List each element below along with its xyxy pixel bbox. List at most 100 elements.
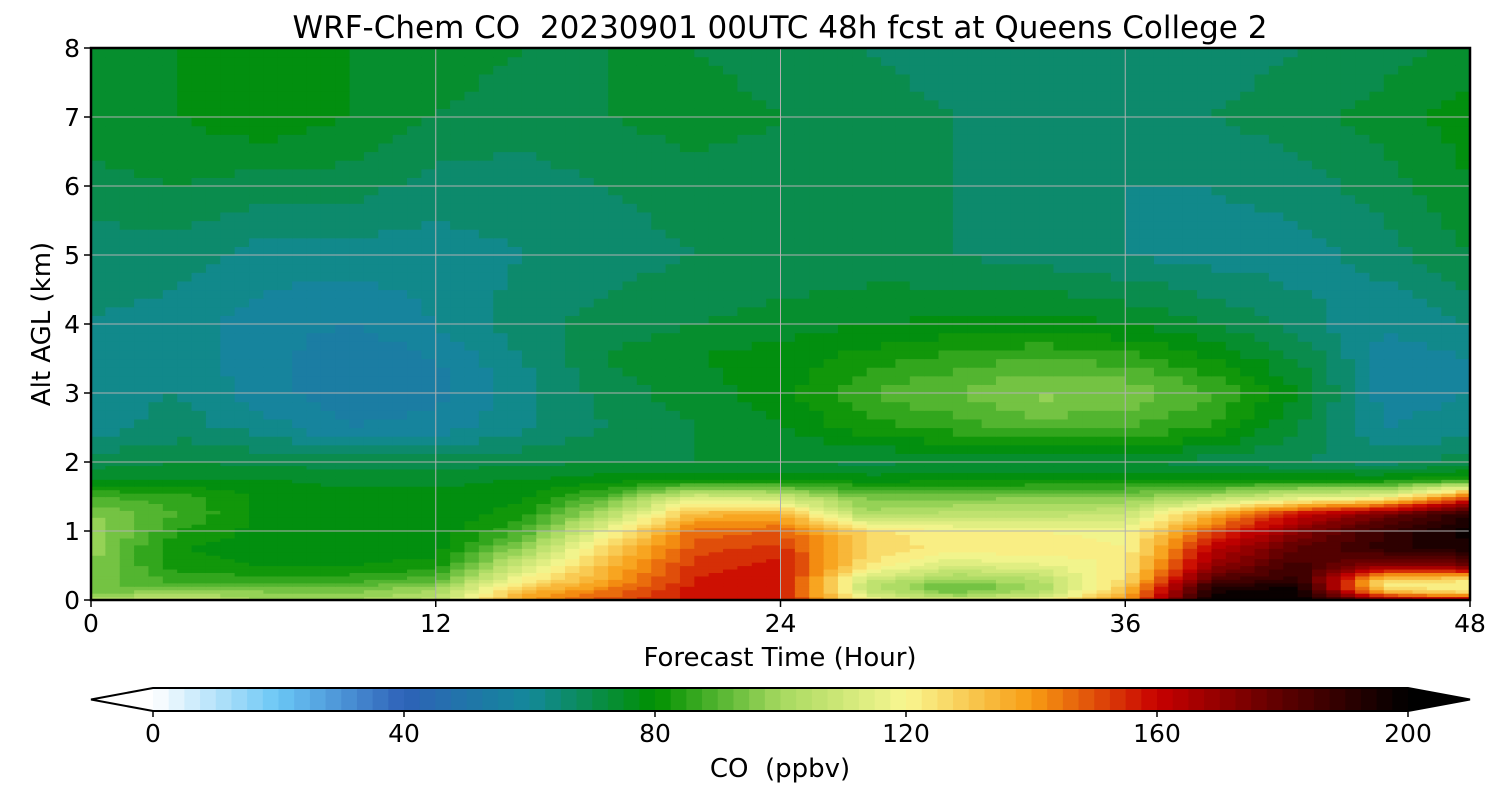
heatmap-cell (1412, 444, 1428, 454)
heatmap-cell (148, 468, 164, 473)
heatmap-cell (507, 593, 523, 598)
heatmap-cell (478, 472, 494, 477)
heatmap-cell (608, 520, 624, 525)
heatmap-cell (134, 503, 150, 508)
heatmap-cell (521, 465, 537, 470)
heatmap-cell (1168, 444, 1184, 454)
heatmap-cell (1024, 579, 1040, 584)
heatmap-cell (565, 572, 580, 577)
heatmap-cell (1039, 462, 1055, 467)
heatmap-cell (220, 568, 236, 573)
heatmap-cell (277, 568, 293, 573)
heatmap-cell (952, 401, 968, 411)
heatmap-cell (823, 551, 839, 556)
heatmap-cell (105, 410, 121, 420)
heatmap-cell (1153, 565, 1169, 570)
heatmap-cell (895, 551, 911, 556)
heatmap-cell (593, 548, 609, 553)
heatmap-cell (952, 465, 968, 470)
heatmap-cell (1024, 401, 1040, 411)
heatmap-cell (1383, 513, 1399, 518)
heatmap-cell (593, 479, 609, 484)
heatmap-cell (478, 589, 494, 594)
heatmap-cell (823, 582, 839, 587)
heatmap-cell (1398, 482, 1414, 487)
heatmap-cell (565, 579, 580, 584)
heatmap-cell (1010, 472, 1026, 477)
heatmap-cell (263, 503, 279, 508)
heatmap-cell (105, 401, 121, 411)
heatmap-cell (608, 482, 624, 487)
heatmap-cell (392, 444, 408, 454)
heatmap-cell (378, 541, 394, 546)
heatmap-cell (852, 427, 868, 437)
heatmap-cell (550, 586, 566, 591)
heatmap-cell (981, 524, 997, 529)
heatmap-cell (665, 562, 681, 567)
heatmap-cell (191, 527, 207, 532)
heatmap-cell (162, 493, 178, 498)
heatmap-cell (1383, 582, 1399, 587)
heatmap-cell (507, 410, 523, 420)
heatmap-cell (1110, 367, 1126, 377)
heatmap-cell (536, 551, 552, 556)
heatmap-cell (435, 358, 451, 368)
heatmap-cell (536, 465, 552, 470)
heatmap-cell (493, 524, 509, 529)
heatmap-cell (1355, 555, 1371, 560)
heatmap-cell (119, 410, 135, 420)
heatmap-cell (1182, 375, 1198, 385)
heatmap-cell (608, 496, 624, 501)
heatmap-cell (967, 367, 983, 377)
heatmap-cell (205, 589, 221, 594)
heatmap-cell (780, 393, 796, 403)
heatmap-cell (593, 489, 609, 494)
heatmap-cell (407, 586, 422, 591)
heatmap-cell (881, 562, 897, 567)
heatmap-cell (708, 527, 724, 532)
heatmap-cell (967, 499, 983, 504)
heatmap-cell (1082, 465, 1098, 470)
heatmap-cell (1168, 541, 1184, 546)
heatmap-cell (809, 472, 825, 477)
heatmap-cell (263, 593, 279, 598)
heatmap-cell (1082, 568, 1098, 573)
heatmap-cell (1225, 541, 1241, 546)
heatmap-cell (694, 517, 710, 522)
heatmap-cell (1283, 462, 1299, 467)
heatmap-cell (823, 534, 839, 539)
heatmap-cell (1383, 558, 1399, 563)
heatmap-cell (1010, 486, 1026, 491)
heatmap-cell (1340, 582, 1356, 587)
heatmap-cell (478, 531, 494, 536)
heatmap-cell (909, 575, 925, 580)
heatmap-cell (751, 524, 767, 529)
heatmap-cell (105, 541, 121, 546)
heatmap-cell (565, 517, 580, 522)
heatmap-cell (1426, 418, 1442, 429)
heatmap-cell (1211, 410, 1227, 420)
heatmap-cell (234, 462, 250, 467)
heatmap-cell (579, 475, 595, 480)
heatmap-cell (1211, 596, 1227, 600)
heatmap-cell (335, 401, 351, 411)
heatmap-cell (119, 479, 135, 484)
heatmap-cell (407, 579, 422, 584)
heatmap-cell (924, 596, 940, 600)
heatmap-cell (1153, 541, 1169, 546)
heatmap-cell (766, 493, 782, 498)
heatmap-cell (895, 468, 911, 473)
heatmap-cell (1355, 562, 1371, 567)
heatmap-cell (1082, 486, 1098, 491)
heatmap-cell (1082, 468, 1098, 473)
heatmap-cell (378, 486, 394, 491)
heatmap-cell (651, 468, 667, 473)
heatmap-cell (995, 393, 1011, 403)
heatmap-cell (464, 586, 480, 591)
heatmap-cell (536, 427, 552, 437)
heatmap-cell (708, 479, 724, 484)
heatmap-cell (708, 531, 724, 536)
heatmap-cell (191, 418, 207, 429)
heatmap-cell (1225, 493, 1241, 498)
heatmap-cell (679, 582, 695, 587)
